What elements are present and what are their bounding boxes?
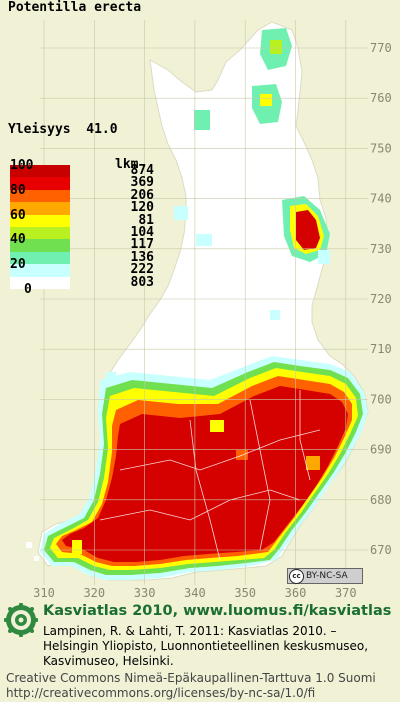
frequency-label: Yleisyys (8, 122, 71, 137)
range-patch (210, 420, 224, 432)
y-tick-label: 770 (370, 41, 392, 55)
x-tick-label: 310 (33, 586, 55, 600)
scatter-cell (174, 206, 188, 220)
species-name: Potentilla erecta (8, 0, 142, 15)
cc-badge-text: BY-NC-SA (306, 571, 348, 581)
y-axis-ticks: 770 760 750 740 730 720 710 700 690 680 670 (370, 41, 392, 557)
island (34, 556, 39, 561)
frequency-readout: Yleisyys 41.0 (8, 122, 118, 137)
x-tick-label: 330 (134, 586, 156, 600)
legend-count: 206 (130, 187, 154, 203)
y-tick-label: 750 (370, 141, 392, 155)
legend-swatch (10, 177, 70, 190)
north-patch-1-core (270, 40, 282, 54)
legend-tick-label: 20 (10, 257, 26, 273)
license-url: http://creativecommons.org/licenses/by-n… (6, 686, 316, 700)
legend-swatch (10, 264, 70, 277)
legend-swatch (10, 202, 70, 215)
legend-tick-label: 0 (24, 282, 32, 297)
legend-tick-label: 40 (10, 232, 26, 248)
legend-swatch (10, 276, 70, 289)
license-line: Creative Commons Nimeä-Epäkaupallinen-Ta… (6, 671, 376, 685)
credit-line: Kasvimuseo, Helsinki. (43, 654, 174, 668)
y-tick-label: 730 (370, 242, 392, 256)
frequency-value: 41.0 (86, 122, 118, 137)
north-patch-3 (194, 110, 210, 130)
legend-tick-label: 80 (10, 182, 26, 198)
credit-title: Kasviatlas 2010, www.luomus.fi/kasviatla… (43, 603, 392, 619)
x-tick-label: 370 (335, 586, 357, 600)
scatter-cell (270, 310, 280, 320)
legend-swatch (10, 239, 70, 252)
legend-swatch (10, 227, 70, 240)
credit-line: Helsingin Yliopisto, Luonnontieteellinen… (43, 639, 369, 653)
legend-swatch (10, 251, 70, 265)
y-tick-label: 670 (370, 543, 392, 557)
scatter-cell (196, 234, 212, 246)
legend-count: 222 (130, 262, 154, 278)
legend-count: 369 (130, 175, 154, 191)
y-tick-label: 680 (370, 493, 392, 507)
region-borders (99, 390, 321, 561)
y-tick-label: 740 (370, 192, 392, 206)
y-tick-label: 700 (370, 392, 392, 406)
x-tick-label: 350 (234, 586, 256, 600)
legend-count: 120 (130, 200, 154, 216)
legend-swatch (10, 189, 70, 203)
range-patch (72, 540, 82, 554)
y-tick-label: 720 (370, 292, 392, 306)
map-grid (40, 20, 368, 585)
legend-count: 136 (130, 249, 154, 265)
legend-count: 81 (138, 212, 154, 228)
legend-swatch (10, 165, 70, 178)
legend-tick-label: 60 (10, 207, 26, 223)
range-patch (306, 456, 320, 470)
scatter-cell (106, 372, 116, 382)
legend-count-header: lkm (115, 157, 139, 172)
cc-license-badge: cc BY-NC-SA (287, 568, 363, 584)
y-tick-label: 690 (370, 443, 392, 457)
x-tick-label: 340 (184, 586, 206, 600)
cc-icon: cc (289, 569, 304, 584)
legend-count: 117 (130, 237, 154, 253)
x-tick-label: 320 (83, 586, 105, 600)
distribution-map: 770 760 750 740 730 720 710 700 690 680 670 310 320… (26, 20, 392, 600)
legend-tick-label: 100 (10, 158, 34, 173)
legend-count: 104 (130, 225, 154, 240)
credit-line: Lampinen, R. & Lahti, T. 2011: Kasviatla… (43, 624, 337, 638)
x-tick-label: 360 (285, 586, 307, 600)
scatter-cell (318, 250, 330, 264)
x-axis-ticks: 310 320 330 340 350 360 370 (33, 586, 356, 600)
y-tick-label: 760 (370, 91, 392, 105)
north-patch-2-core (260, 94, 272, 106)
legend-count: 803 (130, 274, 154, 290)
y-tick-label: 710 (370, 342, 392, 356)
range-core-red (62, 386, 348, 562)
kasviatlas-logo-icon (4, 603, 38, 637)
island (26, 542, 32, 548)
ne-patch-core (296, 210, 320, 250)
legend-count: 874 (130, 163, 154, 178)
legend-swatch (10, 214, 70, 227)
